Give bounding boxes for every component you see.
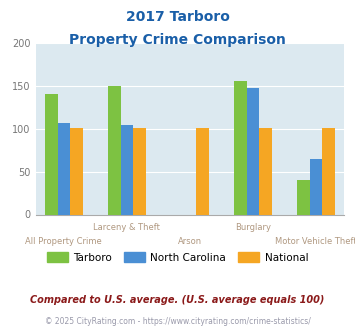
Legend: Tarboro, North Carolina, National: Tarboro, North Carolina, National: [43, 248, 312, 267]
Bar: [247, 88, 259, 214]
Bar: [70, 128, 83, 214]
Bar: [121, 125, 133, 214]
Text: 2017 Tarboro: 2017 Tarboro: [126, 10, 229, 24]
Bar: [108, 86, 121, 214]
Bar: [322, 128, 335, 214]
Text: Arson: Arson: [178, 237, 202, 246]
Text: © 2025 CityRating.com - https://www.cityrating.com/crime-statistics/: © 2025 CityRating.com - https://www.city…: [45, 317, 310, 326]
Text: Burglary: Burglary: [235, 223, 271, 232]
Text: Property Crime Comparison: Property Crime Comparison: [69, 33, 286, 47]
Text: All Property Crime: All Property Crime: [26, 237, 102, 246]
Text: Compared to U.S. average. (U.S. average equals 100): Compared to U.S. average. (U.S. average …: [30, 295, 325, 305]
Text: Larceny & Theft: Larceny & Theft: [93, 223, 160, 232]
Bar: [259, 128, 272, 214]
Bar: [58, 123, 70, 214]
Bar: [133, 128, 146, 214]
Bar: [234, 81, 247, 214]
Bar: [196, 128, 209, 214]
Bar: [297, 180, 310, 214]
Bar: [45, 94, 58, 214]
Bar: [310, 159, 322, 214]
Text: Motor Vehicle Theft: Motor Vehicle Theft: [275, 237, 355, 246]
